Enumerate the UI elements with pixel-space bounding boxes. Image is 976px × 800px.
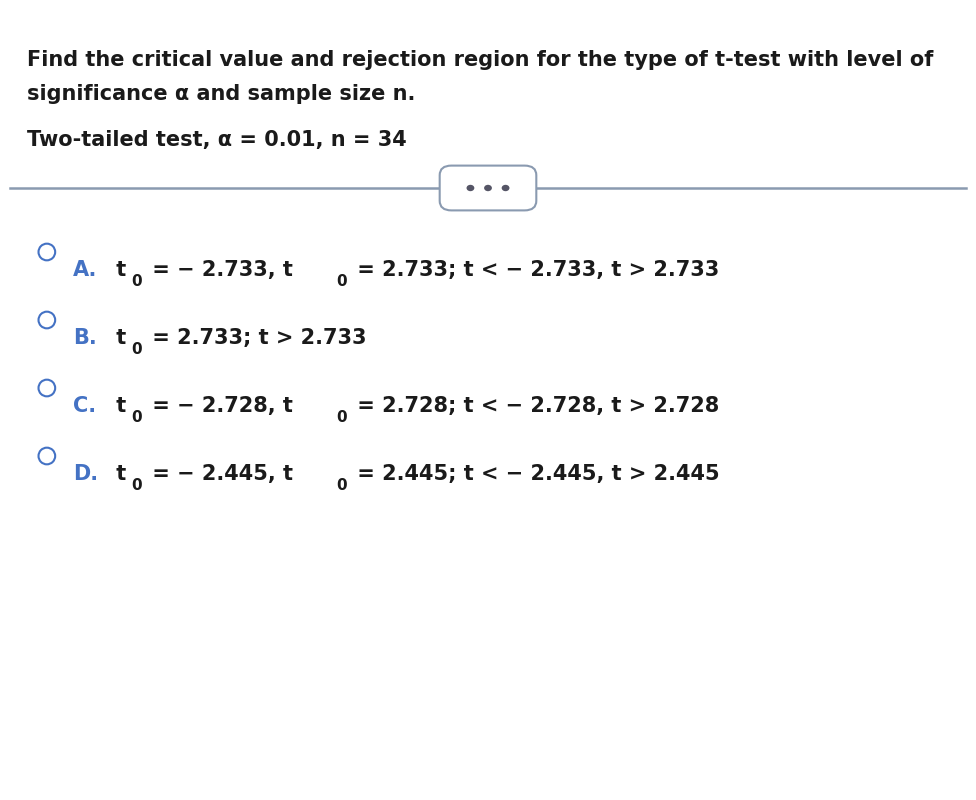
Text: = 2.733; t < − 2.733, t > 2.733: = 2.733; t < − 2.733, t > 2.733 [349, 260, 719, 280]
Text: t: t [109, 328, 127, 348]
Circle shape [484, 185, 492, 191]
Text: B.: B. [73, 328, 97, 348]
Text: 0: 0 [132, 410, 142, 426]
Point [39, 314, 55, 326]
Text: 0: 0 [132, 342, 142, 358]
Text: = − 2.728, t: = − 2.728, t [145, 396, 293, 416]
Text: D.: D. [73, 464, 99, 484]
Text: 0: 0 [132, 274, 142, 290]
Text: 0: 0 [336, 410, 346, 426]
Text: A.: A. [73, 260, 98, 280]
Point [39, 382, 55, 394]
Text: t: t [109, 464, 127, 484]
Text: = − 2.445, t: = − 2.445, t [145, 464, 293, 484]
Text: = 2.728; t < − 2.728, t > 2.728: = 2.728; t < − 2.728, t > 2.728 [349, 396, 719, 416]
Point [39, 246, 55, 258]
Text: = 2.733; t > 2.733: = 2.733; t > 2.733 [145, 328, 367, 348]
Text: significance α and sample size n.: significance α and sample size n. [27, 84, 416, 104]
Text: t: t [109, 396, 127, 416]
Text: Two-tailed test, α = 0.01, n = 34: Two-tailed test, α = 0.01, n = 34 [27, 130, 407, 150]
Circle shape [502, 185, 509, 191]
Text: 0: 0 [336, 274, 346, 290]
Text: 0: 0 [132, 478, 142, 494]
Point [39, 450, 55, 462]
Circle shape [467, 185, 474, 191]
Text: t: t [109, 260, 127, 280]
Text: = 2.445; t < − 2.445, t > 2.445: = 2.445; t < − 2.445, t > 2.445 [350, 464, 719, 484]
Text: Find the critical value and rejection region for the type of t-test with level o: Find the critical value and rejection re… [27, 50, 934, 70]
Text: 0: 0 [337, 478, 346, 494]
Text: C.: C. [73, 396, 97, 416]
Text: = − 2.733, t: = − 2.733, t [145, 260, 293, 280]
FancyBboxPatch shape [439, 166, 537, 210]
